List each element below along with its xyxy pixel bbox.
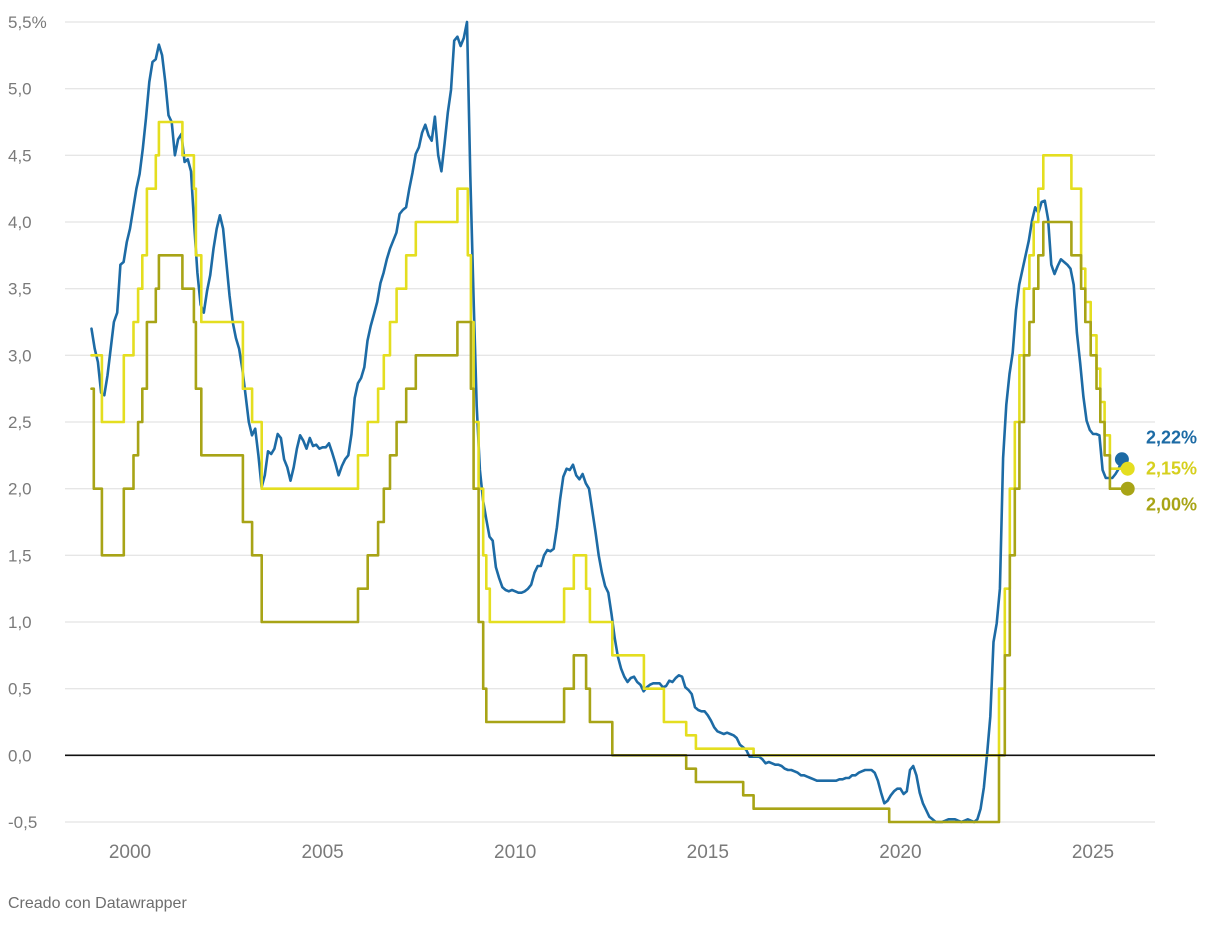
y-tick-label: 5,5% [8,13,47,32]
market-rate-blue-end-label: 2,22% [1146,427,1197,447]
x-tick-label: 2020 [879,842,921,863]
y-tick-label: -0,5 [8,813,37,832]
y-tick-label: 3,0 [8,346,32,365]
y-tick-label: 2,0 [8,480,32,499]
y-tick-label: 5,0 [8,80,32,99]
y-tick-label: 0,5 [8,680,32,699]
deposit-rate-olive-line [90,220,1129,824]
market-rate-blue-line [90,20,1124,824]
y-tick-label: 4,5 [8,146,32,165]
y-tick-label: 2,5 [8,413,32,432]
x-tick-label: 2010 [494,842,536,863]
attribution[interactable]: Creado con Datawrapper [8,895,187,913]
deposit-rate-olive-end-label: 2,00% [1146,495,1197,515]
y-tick-label: 1,5 [8,546,32,565]
x-tick-label: 2025 [1072,842,1114,863]
y-tick-label: 1,0 [8,613,32,632]
y-tick-label: 3,5 [8,280,32,299]
x-tick-label: 2005 [301,842,343,863]
y-tick-label: 4,0 [8,213,32,232]
x-tick-label: 2000 [109,842,151,863]
x-tick-label: 2015 [687,842,729,863]
attribution-text[interactable]: Creado con Datawrapper [8,895,187,912]
policy-rate-yellow-line [90,120,1129,757]
policy-rate-yellow-end-label: 2,15% [1146,459,1197,479]
policy-rate-yellow-end-dot [1120,461,1135,476]
deposit-rate-olive-end-dot [1120,481,1135,496]
rate-chart-svg: 2,22% 2,15% 2,00% 5,5% 5,0 4,5 4,0 3,5 3,0 2,5 2,0… [8,13,1197,863]
y-tick-label: 0,0 [8,746,32,765]
